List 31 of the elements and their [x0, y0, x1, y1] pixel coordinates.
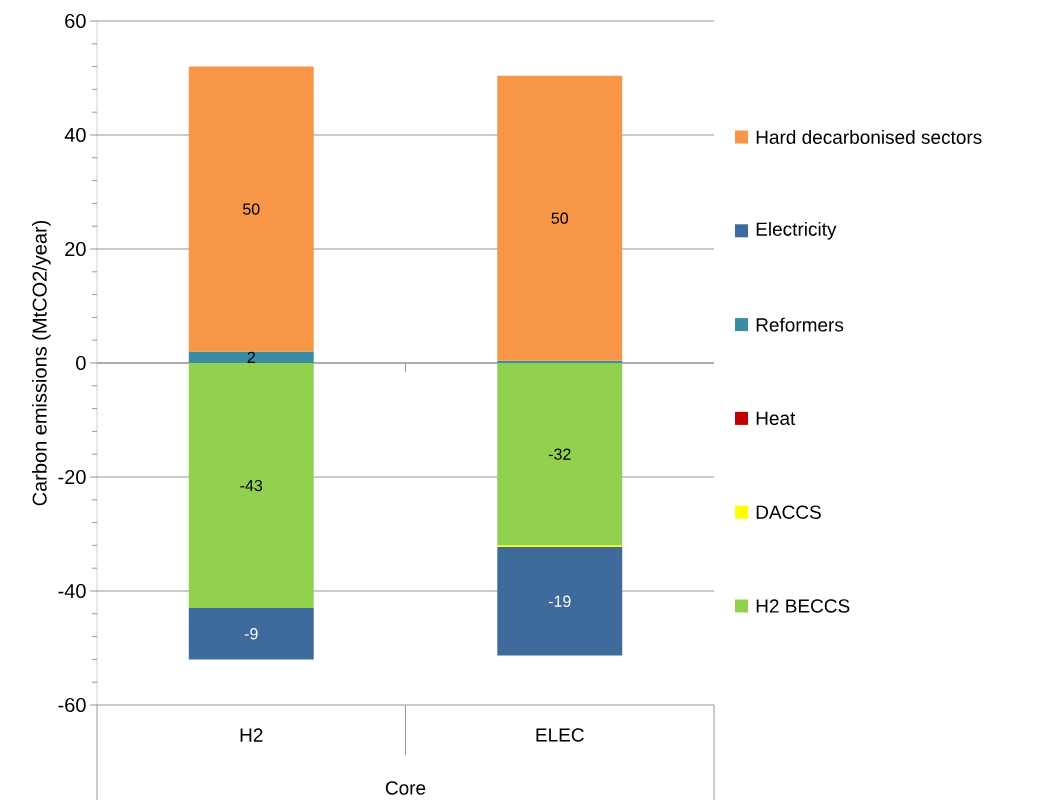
bar — [188, 66, 314, 352]
legend-label: H2 BECCS — [756, 599, 850, 613]
data-label: -32 — [548, 448, 571, 460]
data-label: 50 — [551, 212, 569, 224]
y-tick-label: -20 — [58, 469, 86, 485]
legend-label: Reformers — [756, 317, 844, 332]
x-axis-title: Core — [385, 781, 426, 795]
data-label: -43 — [240, 479, 263, 492]
bar — [497, 362, 623, 546]
data-label: 50 — [243, 203, 260, 215]
data-label: -19 — [548, 595, 571, 607]
legend-label: Electricity — [756, 221, 837, 240]
x-tick-label: ELEC — [536, 728, 584, 742]
bar — [188, 608, 314, 660]
y-tick-label: 60 — [65, 13, 86, 29]
y-tick-label: 40 — [64, 127, 86, 143]
y-tick-label: 20 — [65, 241, 86, 257]
data-label: -9 — [244, 628, 258, 640]
y-tick-label: -60 — [58, 697, 86, 713]
y-tick-label: -40 — [58, 583, 86, 599]
legend-label: Hard decarbonised sectors — [756, 130, 982, 144]
data-label: 2 — [247, 351, 255, 363]
y-tick-label: 0 — [76, 355, 86, 371]
bar — [188, 362, 314, 609]
bar — [497, 547, 623, 656]
bar — [497, 75, 623, 361]
y-axis-title: Carbon emissions (MtCO2/year) — [32, 220, 51, 506]
legend-label: DACCS — [756, 505, 821, 519]
legend-label: Heat — [756, 411, 796, 426]
bar — [188, 351, 314, 363]
x-tick-label: H2 — [240, 728, 263, 742]
